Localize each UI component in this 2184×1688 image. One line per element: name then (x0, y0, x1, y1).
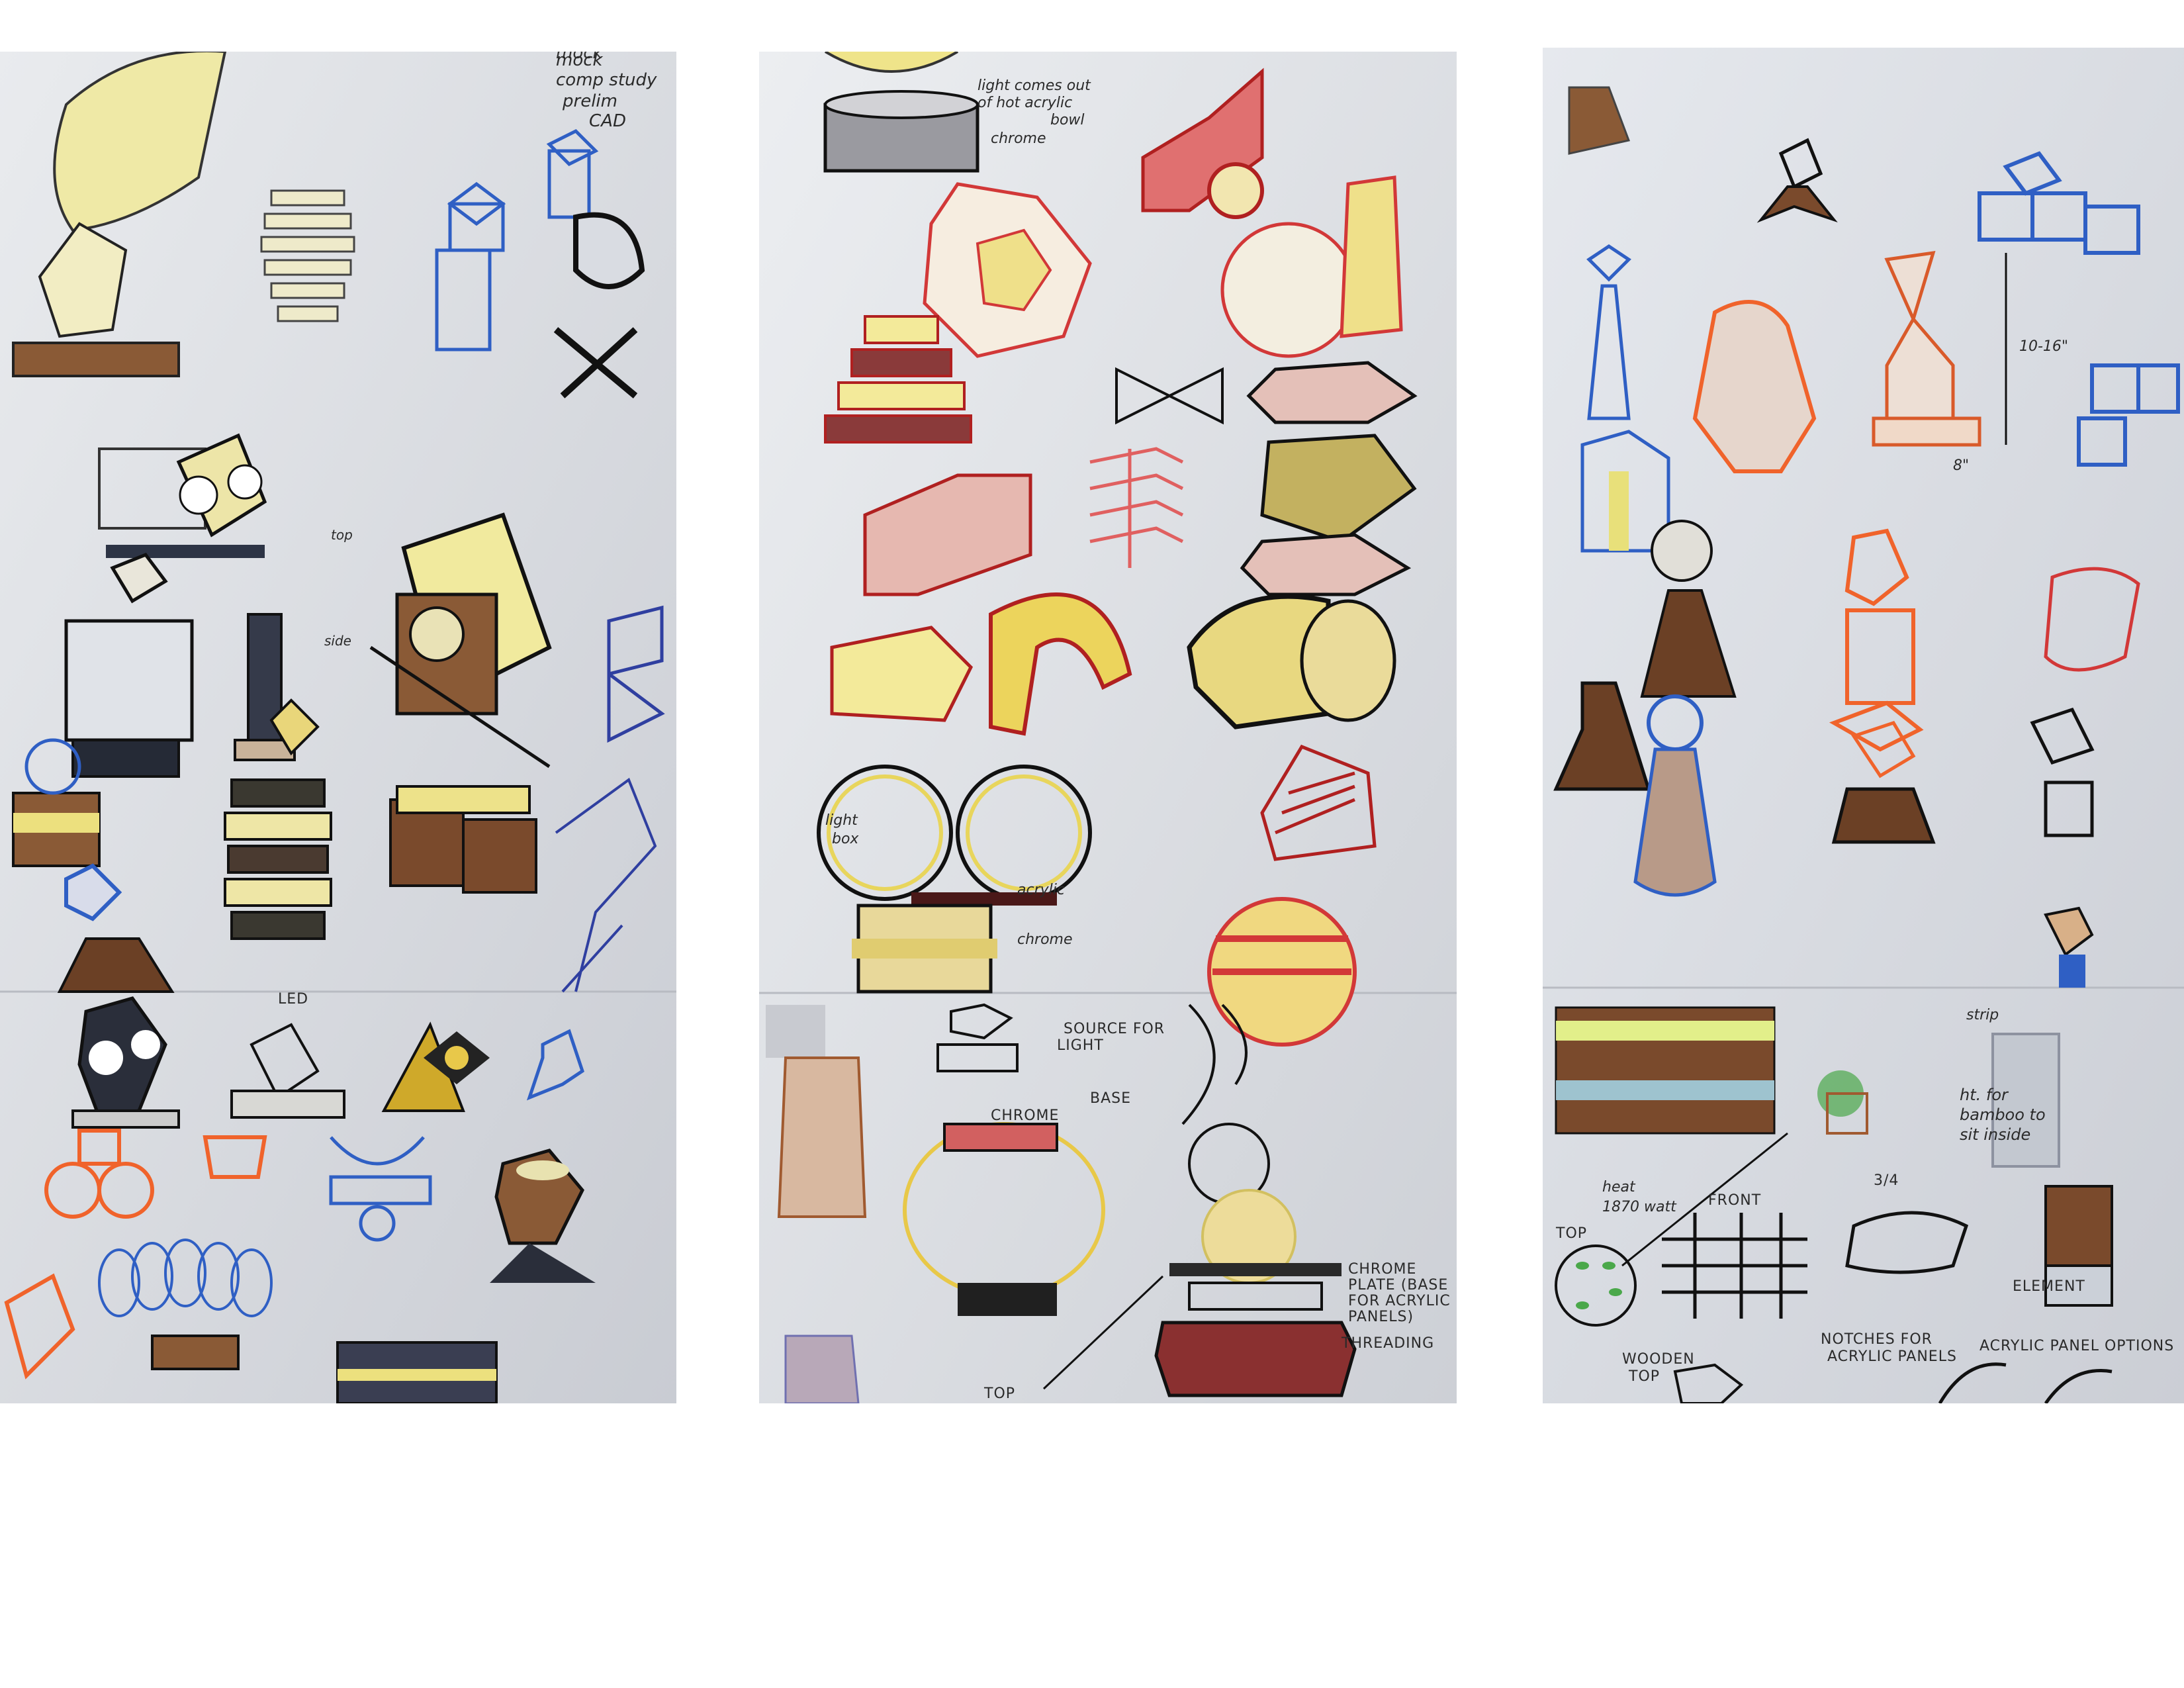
note-prelim: prelim (563, 91, 617, 111)
note-comp-study: comp study (556, 70, 657, 90)
bottom-whitespace (0, 1403, 2184, 1688)
note-sit-inside: sit inside (1960, 1125, 2031, 1144)
note-chrome-plate-3: FOR ACRYLIC (1348, 1293, 1451, 1309)
note-light: light (825, 812, 858, 829)
note-box: box (832, 831, 859, 847)
note-bowl: bowl (1050, 112, 1085, 128)
note-chrome-plate-4: PANELS) (1348, 1309, 1414, 1325)
note-top: top (331, 527, 353, 543)
note-base: BASE (1090, 1090, 1132, 1107)
right-sketch-drawing (1543, 48, 2184, 1403)
note-acrylic: acrylic (1017, 882, 1065, 898)
note-mock: mock (556, 52, 604, 63)
note-wooden-top: TOP (1629, 1368, 1661, 1385)
note-led: LED (278, 991, 309, 1008)
middle-sketch-panel: light comes out of hot acrylic bowl chro… (759, 52, 1457, 1403)
note-chrome-plate-2: PLATE (BASE (1348, 1277, 1449, 1293)
note-heat: heat (1602, 1179, 1635, 1196)
note-side: side (324, 633, 351, 649)
note-acrylic-options: ACRYLIC PANEL OPTIONS (1979, 1338, 2175, 1354)
left-sketch-panel: mock mock comp study prelim CAD top side… (0, 52, 676, 1403)
note-element: ELEMENT (2013, 1278, 2085, 1295)
note-cad: CAD (589, 111, 626, 131)
right-sketch-panel: 10-16" 8" strip ht. for bamboo to sit in… (1543, 48, 2184, 1403)
note-light-caps: LIGHT (1057, 1037, 1104, 1054)
note-width: 8" (1953, 457, 1970, 474)
note-notches-1: NOTCHES FOR (1821, 1331, 1933, 1348)
note-bamboo-to: bamboo to (1960, 1105, 2046, 1124)
note-strip: strip (1966, 1007, 1999, 1023)
left-sketch-drawing: mock (0, 52, 676, 1403)
note-of-hot-acrylic: of hot acrylic (978, 95, 1073, 111)
note-chrome-plate-1: CHROME (1348, 1261, 1417, 1278)
middle-sketch-drawing (759, 52, 1457, 1403)
note-height: 10-16" (2019, 338, 2069, 355)
note-top-mid: TOP (984, 1385, 1016, 1402)
note-light-comes-out: light comes out (978, 77, 1091, 94)
note-three-quarter: 3/4 (1874, 1172, 1899, 1189)
note-source-for: SOURCE FOR (1064, 1021, 1165, 1037)
note-chrome-top: chrome (991, 130, 1046, 147)
note-wooden: WOODEN (1622, 1351, 1695, 1368)
note-ht-for: ht. for (1960, 1086, 2008, 1104)
note-mock: mock (556, 52, 603, 70)
note-threading: THREADING (1342, 1335, 1435, 1352)
note-top-right: TOP (1556, 1225, 1588, 1242)
note-notches-2: ACRYLIC PANELS (1827, 1348, 1957, 1365)
note-front: FRONT (1708, 1192, 1762, 1209)
note-chrome-base: CHROME (991, 1107, 1060, 1124)
note-watt: 1870 watt (1602, 1199, 1676, 1215)
note-chrome-mid: chrome (1017, 931, 1073, 948)
